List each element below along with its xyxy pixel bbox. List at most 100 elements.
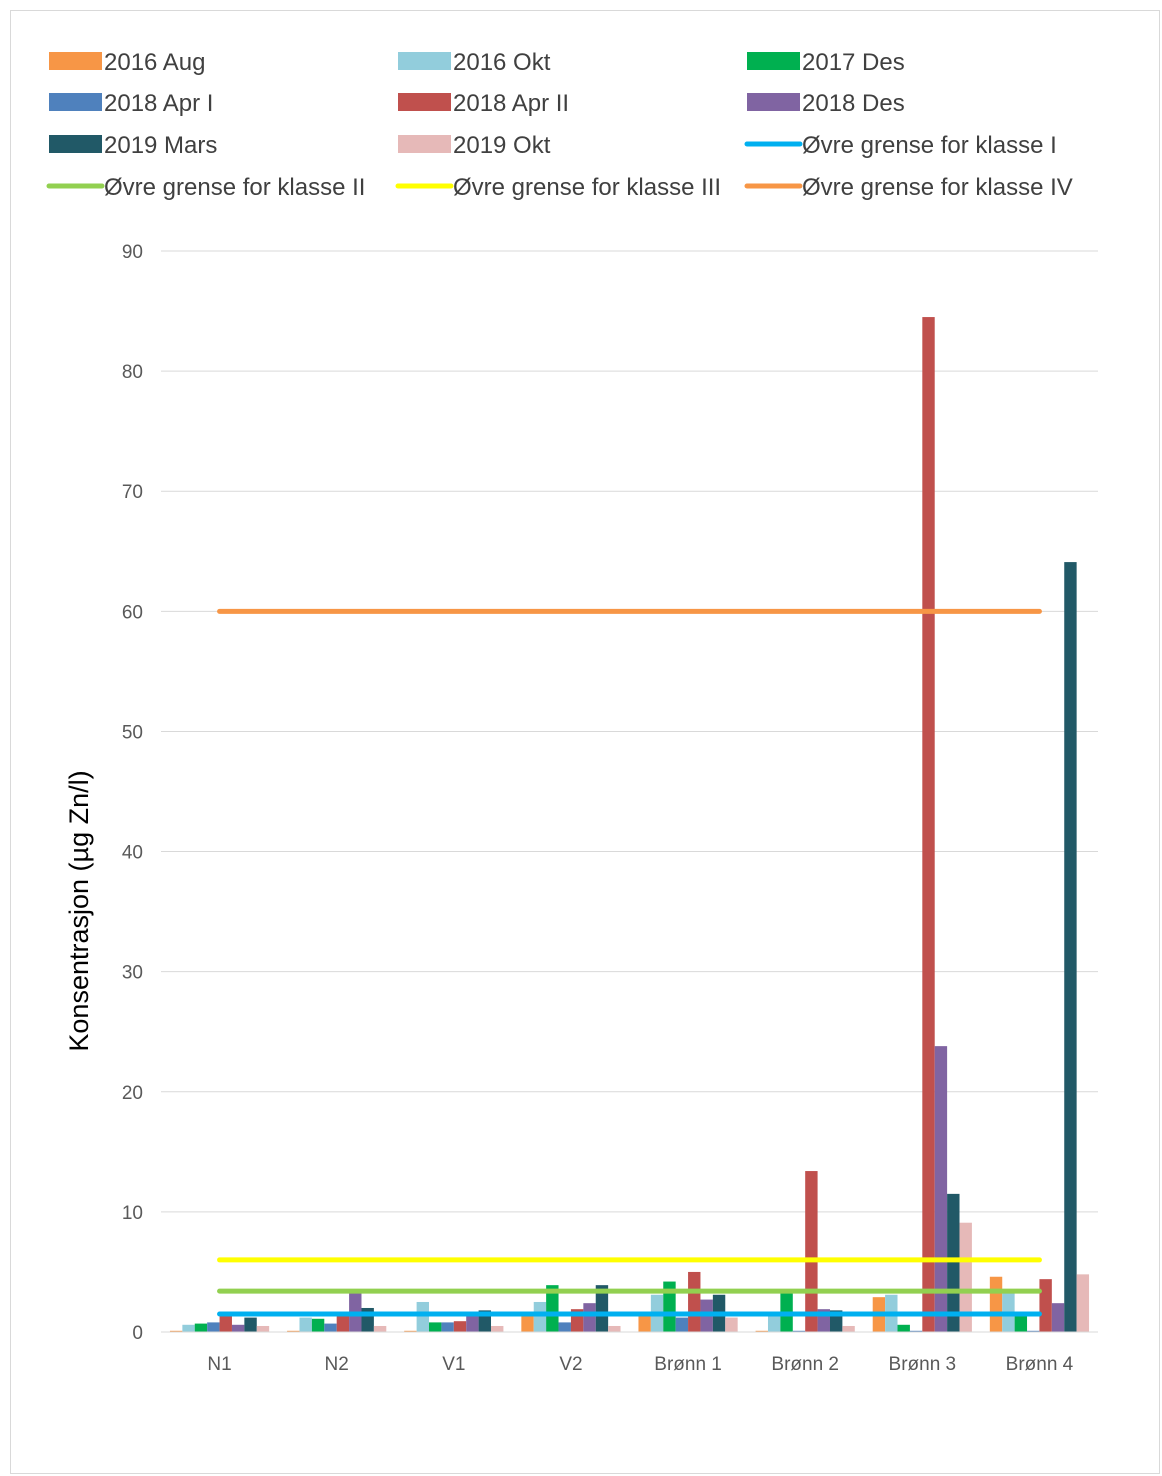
legend-item: 2018 Apr II: [398, 90, 569, 117]
bar: [533, 1301, 547, 1332]
y-tick-label: 40: [122, 843, 143, 864]
bar: [287, 1330, 300, 1332]
bar: [805, 1171, 818, 1332]
legend-label: 2016 Aug: [104, 49, 205, 76]
x-tick-label: Brønn 3: [889, 1354, 957, 1375]
legend-swatch: [398, 93, 451, 111]
legend-item: 2016 Okt: [398, 49, 551, 76]
chart: 2016 Aug 2016 Okt 2017 Des 2018 Apr I 2018 A…: [46, 49, 1098, 1375]
legend-label: 2019 Mars: [104, 132, 217, 159]
bar: [638, 1313, 651, 1332]
bar: [608, 1325, 621, 1332]
bar: [583, 1303, 596, 1332]
bar: [947, 1193, 960, 1332]
legend-swatch: [747, 93, 800, 111]
bar: [1027, 1330, 1040, 1332]
bar: [194, 1323, 208, 1332]
legend-item: Øvre grense for klasse I: [744, 132, 1057, 159]
x-tick-label: V1: [442, 1354, 465, 1375]
reference-lines: [217, 608, 1042, 1317]
legend-item: 2016 Aug: [49, 49, 205, 76]
bar: [169, 1330, 183, 1332]
bar: [675, 1317, 689, 1332]
y-tick-label: 80: [122, 362, 143, 383]
bar: [1051, 1303, 1065, 1332]
bar: [404, 1330, 417, 1332]
legend-label: Øvre grense for klasse III: [453, 174, 721, 201]
x-axis-ticks: N1 N2 V1 V2 Brønn 1 Brønn 2 Brønn 3 Brønn 4: [207, 1354, 1073, 1375]
legend-label: Øvre grense for klasse II: [104, 174, 365, 201]
y-tick-label: 70: [122, 482, 143, 503]
legend-label: Øvre grense for klasse IV: [802, 174, 1073, 201]
bar: [416, 1301, 430, 1332]
legend: 2016 Aug 2016 Okt 2017 Des 2018 Apr I 2018 A…: [46, 49, 1073, 201]
bar: [1064, 562, 1077, 1332]
x-tick-label: V2: [559, 1354, 582, 1375]
y-tick-label: 60: [122, 602, 143, 623]
legend-item: Øvre grense for klasse IV: [744, 174, 1073, 201]
x-tick-label: Brønn 2: [771, 1354, 839, 1375]
legend-label: Øvre grense for klasse I: [802, 132, 1057, 159]
legend-swatch: [398, 135, 451, 153]
legend-label: 2018 Apr II: [453, 90, 569, 117]
bar: [336, 1316, 350, 1332]
bar: [311, 1318, 325, 1332]
y-tick-label: 90: [122, 242, 143, 263]
legend-item: Øvre grense for klasse III: [395, 174, 721, 201]
series-2016-okt: [182, 1292, 1015, 1332]
bar: [959, 1222, 972, 1332]
bar: [219, 1313, 232, 1332]
bar: [453, 1321, 467, 1332]
legend-label: 2018 Apr I: [104, 90, 213, 117]
series-2018-apr-ii: [219, 317, 1052, 1332]
y-tick-label: 50: [122, 722, 143, 743]
bar: [989, 1276, 1003, 1332]
legend-item: 2018 Des: [747, 90, 905, 117]
bar: [373, 1325, 387, 1332]
bar: [429, 1322, 442, 1332]
y-axis-ticks: 0 10 20 30 40 50 60 70 80 90: [122, 242, 143, 1344]
legend-swatch: [398, 52, 451, 70]
y-tick-label: 20: [122, 1083, 143, 1104]
legend-label: 2016 Okt: [453, 49, 551, 76]
bar: [1039, 1279, 1052, 1332]
y-tick-label: 30: [122, 963, 143, 984]
x-tick-label: N2: [325, 1354, 349, 1375]
series-2019-okt: [256, 1222, 1090, 1332]
legend-label: 2018 Des: [802, 90, 905, 117]
bar: [842, 1325, 855, 1332]
bar: [792, 1330, 806, 1332]
x-tick-label: N1: [207, 1354, 231, 1375]
bars: [169, 317, 1090, 1332]
bar: [922, 317, 935, 1332]
y-tick-label: 10: [122, 1203, 143, 1224]
bar: [1014, 1316, 1028, 1332]
series-2018-apr-i: [207, 1317, 1040, 1332]
bar: [909, 1330, 923, 1332]
legend-swatch: [747, 52, 800, 70]
bar: [491, 1325, 504, 1332]
legend-item: Øvre grense for klasse II: [46, 174, 365, 201]
legend-swatch: [49, 52, 102, 70]
bar: [1076, 1274, 1090, 1332]
bar: [546, 1285, 559, 1332]
legend-item: 2017 Des: [747, 49, 905, 76]
bar: [207, 1322, 220, 1332]
series-2019-mars: [244, 562, 1077, 1332]
legend-swatch: [49, 93, 102, 111]
legend-swatch: [49, 135, 102, 153]
bar: [755, 1330, 768, 1332]
bar: [466, 1315, 479, 1332]
bar: [725, 1317, 738, 1332]
bar: [767, 1311, 781, 1332]
bar: [299, 1317, 312, 1332]
bar: [521, 1316, 534, 1332]
legend-label: 2019 Okt: [453, 132, 551, 159]
y-tick-label: 0: [132, 1323, 143, 1344]
bar: [324, 1323, 337, 1332]
legend-item: 2018 Apr I: [49, 90, 213, 117]
legend-label: 2017 Des: [802, 49, 905, 76]
x-tick-label: Brønn 4: [1006, 1354, 1074, 1375]
gridlines: [161, 250, 1098, 1213]
bar: [663, 1281, 676, 1332]
